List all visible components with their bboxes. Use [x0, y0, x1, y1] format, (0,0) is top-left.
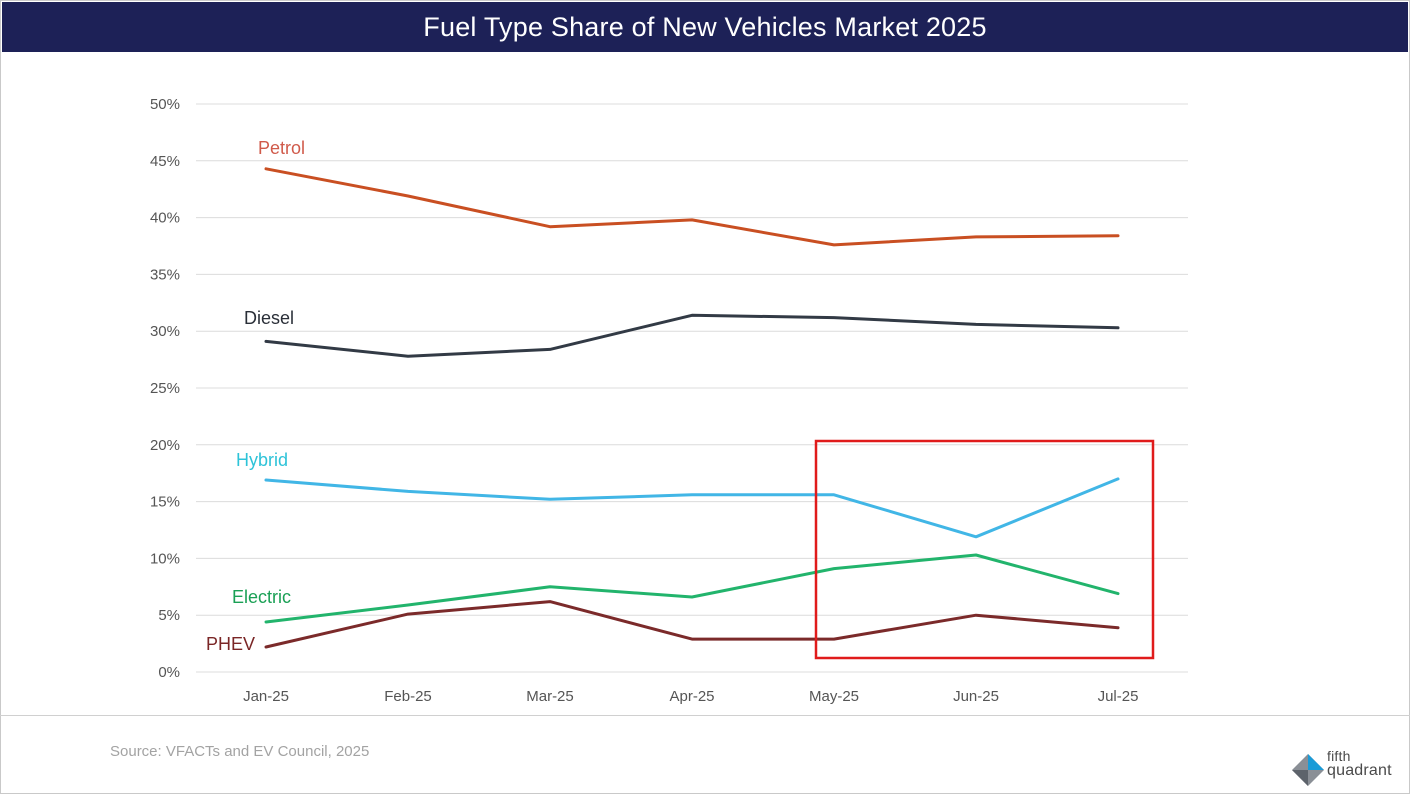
logo-text-line2: quadrant — [1327, 762, 1392, 779]
y-tick-label: 5% — [158, 607, 180, 624]
series-label-hybrid: Hybrid — [236, 450, 288, 470]
series-lines — [264, 167, 1120, 649]
x-tick-label: May-25 — [809, 688, 859, 705]
y-tick-label: 30% — [150, 323, 180, 340]
x-tick-label: Jan-25 — [243, 688, 289, 705]
grid-lines — [196, 103, 1188, 673]
series-line-hybrid — [264, 477, 1120, 539]
chart-title: Fuel Type Share of New Vehicles Market 2… — [423, 11, 987, 42]
x-tick-label: Apr-25 — [669, 688, 714, 705]
y-tick-label: 15% — [150, 494, 180, 511]
y-axis-ticks: 0% 5% 10% 15% 20% 25% 30% 35% 40% 45% 50% — [150, 96, 180, 681]
y-tick-label: 10% — [150, 550, 180, 567]
highlight-box-group — [814, 439, 1155, 660]
x-tick-label: Jul-25 — [1098, 688, 1139, 705]
x-axis-ticks: Jan-25 Feb-25 Mar-25 Apr-25 May-25 Jun-25 Jul-… — [243, 688, 1138, 705]
fifth-quadrant-logo: fifth quadrant — [1290, 748, 1400, 790]
x-tick-label: Mar-25 — [526, 688, 574, 705]
series-line-petrol — [264, 167, 1120, 247]
y-tick-label: 40% — [150, 210, 180, 227]
series-line-diesel — [264, 313, 1120, 358]
series-label-diesel: Diesel — [244, 308, 294, 328]
y-tick-label: 25% — [150, 380, 180, 397]
series-labels: Petrol Diesel Hybrid Electric PHEV — [206, 138, 305, 654]
footer-divider — [0, 715, 1410, 716]
title-bar: Fuel Type Share of New Vehicles Market 2… — [2, 2, 1408, 52]
y-tick-label: 50% — [150, 96, 180, 113]
series-line-phev — [264, 600, 1120, 649]
series-label-petrol: Petrol — [258, 138, 305, 158]
fifth-quadrant-logo-icon — [1292, 754, 1324, 786]
series-label-electric: Electric — [232, 587, 291, 607]
x-tick-label: Feb-25 — [384, 688, 432, 705]
x-tick-label: Jun-25 — [953, 688, 999, 705]
series-line-electric — [264, 553, 1120, 624]
y-tick-label: 35% — [150, 266, 180, 283]
logo-text-line1: fifth — [1327, 748, 1351, 764]
y-tick-label: 45% — [150, 153, 180, 170]
series-label-phev: PHEV — [206, 634, 255, 654]
source-note: Source: VFACTs and EV Council, 2025 — [110, 743, 370, 760]
highlight-box — [814, 439, 1155, 660]
y-tick-label: 0% — [158, 664, 180, 681]
y-tick-label: 20% — [150, 437, 180, 454]
